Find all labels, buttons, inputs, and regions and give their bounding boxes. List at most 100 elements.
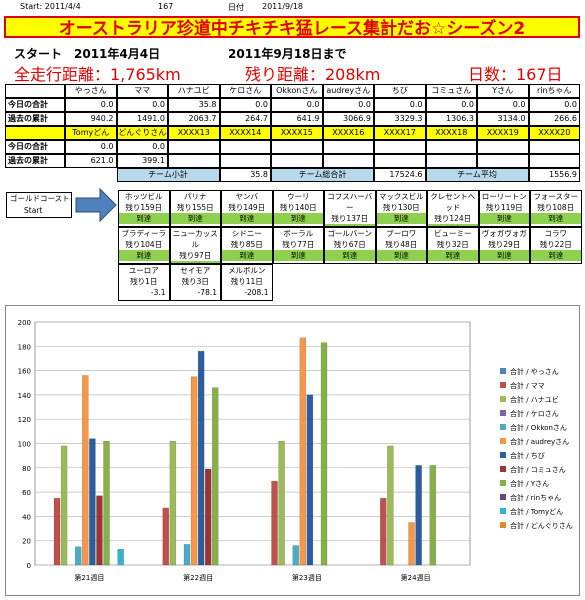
bar [162, 507, 170, 566]
town-name: ヴォガヴォガ [481, 229, 527, 238]
town-cell: ニューカッスル残り97日到達 [169, 227, 221, 264]
town-name: ユーロア [128, 266, 159, 275]
town-status: 到達 [222, 250, 272, 261]
value-cell [374, 140, 426, 154]
town-remaining: 残り32日 [436, 240, 469, 249]
value-cell: 1306.3 [425, 112, 477, 126]
start-date: Start: 2011/4/4 [20, 2, 81, 11]
bar [190, 376, 198, 566]
value-cell: 621.0 [65, 154, 117, 168]
bar [103, 440, 110, 566]
column-header: XXXX14 [219, 126, 271, 140]
column-header: Yさん [477, 84, 529, 98]
row-label: 今日の合計 [5, 98, 65, 112]
town-name: ニューカッスル [172, 229, 218, 249]
town-name: ビューミー [434, 229, 472, 238]
town-name: セイモア [180, 266, 211, 275]
footer-blank [65, 168, 117, 182]
bar [183, 544, 191, 566]
column-header: ケロさん [219, 84, 271, 98]
total-distance: 全走行距離：1,765km [14, 65, 181, 84]
value-cell [477, 154, 529, 168]
start-sub: Start [24, 206, 43, 215]
value-cell [271, 140, 323, 154]
town-remaining: 残り124日 [434, 214, 472, 223]
town-remaining: 残り104日 [125, 240, 163, 249]
y-tick-label: 160 [18, 368, 31, 376]
town-name: ウーリ [287, 192, 310, 201]
column-header: コミュさん [425, 84, 477, 98]
town-cell: ウーリ 残り140日 到達 [272, 190, 324, 227]
x-tick-label: 第22週目 [183, 573, 213, 582]
legend-swatch [500, 522, 506, 528]
bar [415, 465, 422, 566]
town-remaining: 残り67日 [333, 240, 366, 249]
bar [74, 546, 82, 566]
bar [299, 337, 307, 566]
legend-swatch [500, 480, 506, 486]
town-name: マックスビル [378, 192, 424, 201]
y-tick-label: 0 [27, 562, 31, 570]
x-tick-label: 第21週目 [74, 573, 104, 582]
town-name: クレセントヘッド [430, 192, 476, 212]
town-cell: ブーロワ 残り48日 到達 [375, 227, 427, 264]
value-cell: 35.8 [168, 98, 220, 112]
town-cell: フォースター 残り108日 到達 [530, 190, 582, 227]
bar [408, 522, 415, 566]
town-distance: -208.1 [244, 288, 269, 297]
bar [96, 495, 103, 566]
bar [60, 445, 68, 566]
town-status: 到達 [273, 213, 323, 224]
town-remaining: 残り97日 [179, 251, 212, 260]
bar [380, 497, 387, 566]
town-remaining: 残り3日 [181, 277, 209, 286]
bar [204, 468, 212, 566]
bar [169, 440, 177, 566]
town-cell: ブラディーラ 残り104日 到達 [118, 227, 170, 264]
y-tick-label: 60 [22, 489, 31, 497]
column-header: XXXX13 [168, 126, 220, 140]
value-cell [219, 140, 271, 154]
bar [306, 394, 314, 566]
town-name: ローリートン [481, 192, 527, 201]
legend-label: 合計 / ハナユビ [510, 395, 559, 404]
bar [429, 465, 437, 566]
town-status: 到達 [119, 250, 169, 261]
footer-cell: 35.8 [219, 168, 271, 182]
town-status: 到達 [531, 250, 581, 261]
legend-swatch [500, 438, 506, 444]
footer-cell: 1556.9 [528, 168, 580, 182]
legend-label: 合計 / やっさん [510, 367, 559, 376]
town-status: 到達 [376, 213, 426, 224]
value-cell [168, 154, 220, 168]
legend-swatch [500, 466, 506, 472]
row-label: 今日の合計 [5, 140, 65, 154]
value-cell: 0.0 [271, 98, 323, 112]
legend-swatch [500, 424, 506, 430]
column-header: XXXX17 [374, 126, 426, 140]
legend-label: 合計 / どんぐりさん [510, 521, 573, 530]
town-remaining: 残り22日 [539, 240, 572, 249]
start-text: スタート 2011年4月4日 [14, 47, 161, 61]
bar [82, 375, 89, 566]
town-name: ボーラル [283, 229, 314, 238]
legend-swatch [500, 382, 506, 388]
column-header: XXXX19 [477, 126, 529, 140]
column-header: Tomyどん [65, 126, 117, 140]
value-cell: 3066.9 [322, 112, 374, 126]
value-cell: 2063.7 [168, 112, 220, 126]
town-name: シドニー [231, 229, 262, 238]
town-remaining: 残り137日 [331, 214, 369, 223]
column-header: rinちゃん [528, 84, 580, 98]
value-cell: 0.0 [219, 98, 271, 112]
legend-swatch [500, 396, 506, 402]
footer-cell: 17524.6 [374, 168, 426, 182]
town-cell: ヤンバ 残り149日 到達 [221, 190, 273, 227]
y-tick-label: 40 [22, 513, 31, 521]
legend-swatch [500, 452, 506, 458]
town-status: 到達 [325, 224, 375, 226]
town-name: コフスハーバー [327, 192, 373, 212]
town-name: ブラディーラ [121, 229, 166, 238]
town-remaining: 残り155日 [176, 203, 214, 212]
